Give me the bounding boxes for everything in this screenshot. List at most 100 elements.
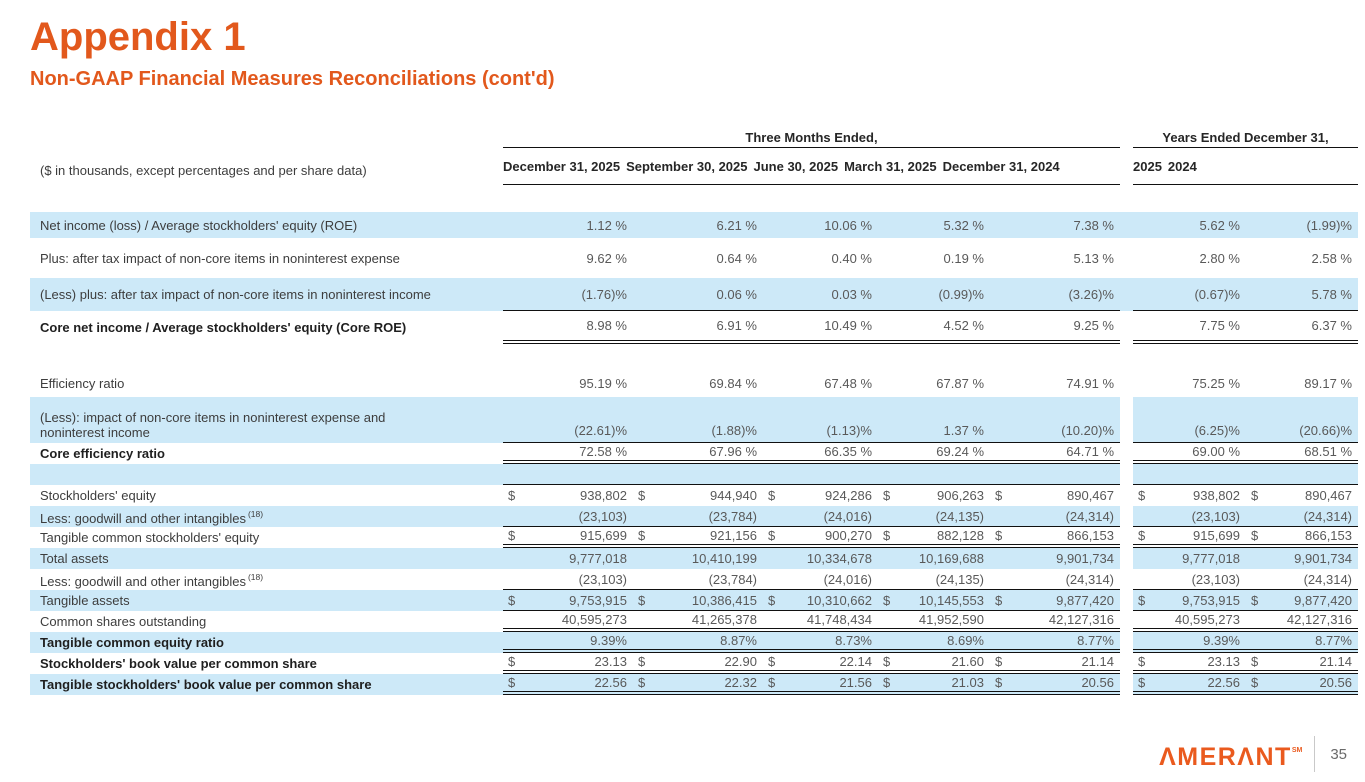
dollar-sign: $	[508, 675, 516, 690]
page-number: 35	[1330, 745, 1347, 763]
column-gap	[1120, 674, 1133, 695]
value-cell: 72.58 %	[503, 443, 633, 460]
row-label: Tangible stockholders' book value per co…	[40, 677, 372, 692]
value-cell	[878, 344, 990, 371]
three-months-values: $23.13 $22.90 $22.14 $21.60 $21.14	[503, 653, 1120, 674]
value-cell: 40,595,273	[1133, 611, 1246, 628]
dollar-sign: $	[638, 528, 646, 543]
row-label: Net income (loss) / Average stockholders…	[40, 217, 358, 233]
column-gap	[1120, 506, 1133, 527]
dollar-sign: $	[995, 528, 1003, 543]
cell-value: 10.49 %	[824, 318, 872, 333]
table-row: Tangible stockholders' book value per co…	[30, 674, 1358, 695]
cell-value: 915,699	[580, 528, 627, 543]
page-title: Appendix 1	[30, 15, 246, 59]
cell-value: 6.21 %	[716, 217, 757, 233]
cell-value: 10,386,415	[691, 592, 757, 608]
dollar-sign: $	[995, 654, 1003, 669]
cell-value: 0.06 %	[716, 286, 757, 302]
dollar-sign: $	[883, 528, 891, 543]
cell-value: (23,103)	[1191, 571, 1240, 587]
reconciliation-table: Three Months Ended, Years Ended December…	[30, 127, 1358, 695]
value-cell: 5.32 %	[878, 212, 990, 238]
cell-value: 5.13 %	[1073, 251, 1114, 266]
dollar-sign: $	[1138, 654, 1146, 669]
column-gap	[1120, 590, 1133, 611]
cell-value: 72.58 %	[579, 444, 627, 459]
value-cell: $22.56	[1133, 674, 1246, 691]
value-cell: $22.32	[633, 674, 763, 691]
row-label: Efficiency ratio	[40, 375, 125, 391]
cell-value: 0.19 %	[943, 251, 984, 266]
value-cell: (1.13)%	[763, 397, 878, 442]
cell-value: 938,802	[580, 488, 627, 503]
slide: Appendix 1 Non-GAAP Financial Measures R…	[0, 14, 1365, 782]
three-months-values	[503, 464, 1120, 485]
dollar-sign: $	[995, 592, 1003, 608]
value-cell: 68.51 %	[1246, 443, 1358, 460]
dollar-sign: $	[1251, 675, 1259, 690]
table-row: Stockholders' equity $938,802 $944,940 $924…	[30, 485, 1358, 506]
value-cell: 8.98 %	[503, 311, 633, 340]
cell-value: 23.13	[594, 654, 627, 669]
row-label: Stockholders' book value per common shar…	[40, 656, 317, 671]
dollar-sign: $	[883, 488, 891, 503]
cell-value: 9,901,734	[1056, 551, 1114, 566]
value-cell: (24,314)	[990, 569, 1120, 589]
value-cell: 89.17 %	[1246, 371, 1358, 395]
dollar-sign: $	[883, 654, 891, 669]
cell-value: 2.80 %	[1199, 251, 1240, 266]
row-label: Stockholders' equity	[40, 488, 156, 503]
cell-value: 866,153	[1305, 528, 1352, 543]
column-gap	[1120, 397, 1133, 443]
cell-value: 40,595,273	[1174, 612, 1240, 627]
three-months-values: $915,699 $921,156 $900,270 $882,128 $866,153	[503, 527, 1120, 548]
cell-value: 22.32	[724, 675, 757, 690]
cell-value: 66.35 %	[824, 444, 872, 459]
cell-value: 9,901,734	[1294, 551, 1352, 566]
cell-value: 1.12 %	[586, 217, 627, 233]
table-group-header-row: Three Months Ended, Years Ended December…	[30, 127, 1358, 148]
table-row: Less: goodwill and other intangibles (18)…	[30, 506, 1358, 527]
value-cell: 41,952,590	[878, 611, 990, 628]
value-cell	[1133, 344, 1246, 371]
row-label: Tangible common stockholders' equity	[40, 530, 260, 545]
table-body: Net income (loss) / Average stockholders…	[30, 212, 1358, 695]
column-gap	[1120, 246, 1133, 271]
three-months-values: (23,103) (23,784) (24,016) (24,135) (24,314)	[503, 569, 1120, 590]
cell-value: 7.38 %	[1073, 217, 1114, 233]
value-cell: 10.06 %	[763, 212, 878, 238]
table-row: Efficiency ratio 95.19 % 69.84 % 67.48 % 67.…	[30, 371, 1358, 395]
value-cell: 6.37 %	[1246, 311, 1358, 340]
cell-value: 6.91 %	[716, 318, 757, 333]
table-row: Common shares outstanding 40,595,273 41,26…	[30, 611, 1358, 632]
value-cell: 6.91 %	[633, 311, 763, 340]
value-cell: $22.56	[503, 674, 633, 691]
value-cell: $21.14	[1246, 653, 1358, 670]
cell-value: 5.32 %	[943, 217, 984, 233]
value-cell: 8.73%	[763, 632, 878, 649]
footer-divider	[1314, 736, 1316, 772]
three-months-values: 1.12 % 6.21 % 10.06 % 5.32 % 7.38 %	[503, 212, 1120, 238]
table-column-header-row: ($ in thousands, except percentages and …	[30, 148, 1358, 185]
value-cell: $9,877,420	[1246, 590, 1358, 610]
value-cell: $944,940	[633, 485, 763, 506]
column-header: June 30, 2025	[753, 158, 839, 174]
cell-value: 9,777,018	[569, 551, 627, 566]
dollar-sign: $	[508, 488, 516, 503]
cell-value: 10,310,662	[806, 592, 872, 608]
value-cell: 7.38 %	[990, 212, 1120, 238]
value-cell: 74.91 %	[990, 371, 1120, 395]
value-cell	[990, 464, 1120, 484]
dollar-sign: $	[1251, 488, 1259, 503]
three-months-values: $9,753,915 $10,386,415 $10,310,662 $10,145,…	[503, 590, 1120, 611]
value-cell: $10,145,553	[878, 590, 990, 610]
row-label: (Less): impact of non-core items in noni…	[40, 410, 386, 440]
dollar-sign: $	[768, 654, 776, 669]
cell-value: 9.62 %	[586, 251, 627, 266]
value-cell: 6.21 %	[633, 212, 763, 238]
value-cell: (23,103)	[1133, 506, 1246, 526]
value-cell: $866,153	[990, 527, 1120, 544]
cell-value: (10.20)%	[1061, 423, 1114, 438]
cell-value: (24,016)	[823, 508, 872, 524]
